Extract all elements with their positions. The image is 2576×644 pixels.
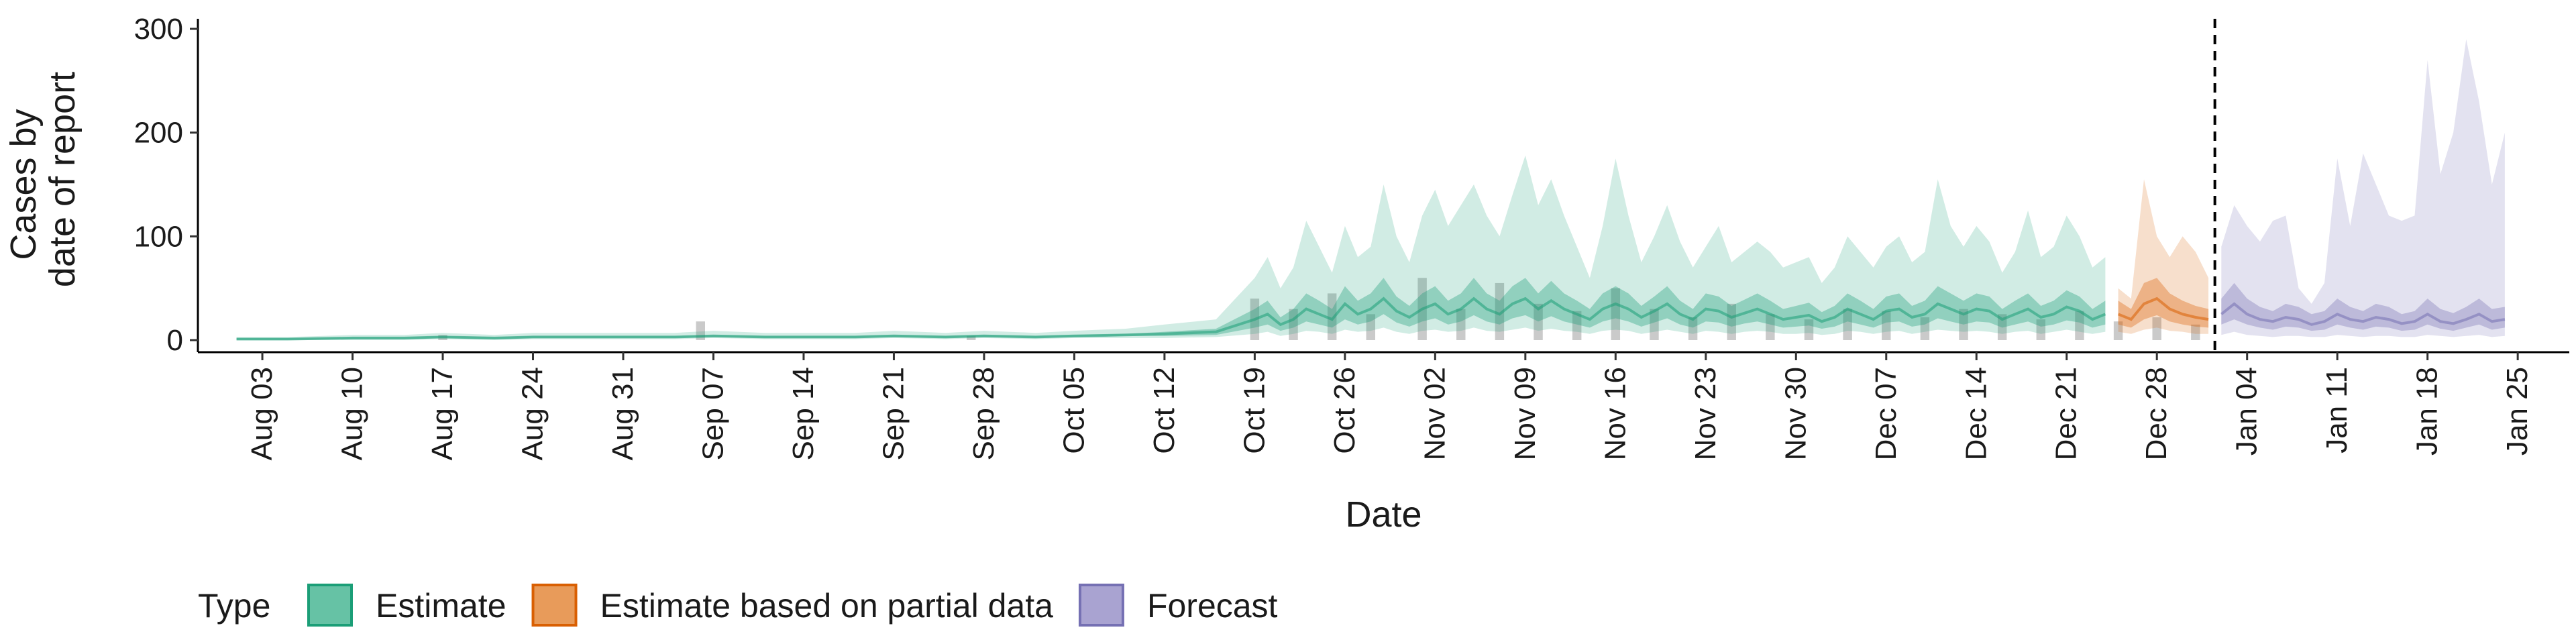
- x-tick-label: Dec 28: [2140, 367, 2173, 460]
- y-tick-label: 200: [134, 117, 183, 150]
- reported-cases-bar: [2113, 321, 2123, 340]
- reported-cases-bar: [966, 335, 976, 340]
- estimate-band-50: [236, 278, 2106, 340]
- reported-cases-bar: [1327, 293, 1337, 340]
- estimate-bands: [236, 39, 2506, 341]
- x-tick-label: Sep 07: [696, 367, 729, 460]
- estimate-based-on-partial-data-median-line: [2117, 297, 2209, 321]
- x-tick-label: Oct 19: [1238, 367, 1271, 454]
- y-tick-label: 100: [134, 220, 183, 253]
- reported-cases-bars: [438, 278, 2200, 340]
- legend-swatch: [1078, 584, 1124, 627]
- x-tick-label: Nov 09: [1509, 367, 1542, 460]
- reported-cases-bar: [1572, 311, 1582, 340]
- reported-cases-bar: [2075, 311, 2084, 340]
- reported-cases-bar: [1843, 309, 1852, 340]
- plot-area: [236, 19, 2506, 352]
- x-tick-label: Dec 14: [1960, 367, 1992, 460]
- x-tick-label: Nov 16: [1599, 367, 1631, 460]
- x-axis-title: Date: [1345, 494, 1421, 535]
- x-tick-label: Oct 12: [1148, 367, 1181, 454]
- y-axis: 0 100 200 300: [134, 13, 199, 357]
- legend-label: Forecast: [1147, 587, 1278, 625]
- legend-swatch: [531, 584, 578, 627]
- x-tick-label: Jan 04: [2231, 367, 2263, 455]
- reported-cases-bar: [1366, 314, 1376, 340]
- x-tick-label: Aug 17: [426, 367, 459, 460]
- reported-cases-bar: [2152, 317, 2161, 340]
- x-tick-label: Aug 24: [517, 367, 549, 460]
- reported-cases-bar: [2036, 319, 2046, 340]
- reported-cases-bar: [1959, 309, 1968, 340]
- reported-cases-bar: [1920, 317, 1930, 340]
- estimate-median-line: [236, 297, 2106, 341]
- x-tick-label: Sep 28: [967, 367, 1000, 460]
- legend-title: Type: [198, 587, 270, 625]
- x-tick-label: Nov 30: [1779, 367, 1812, 460]
- x-tick-label: Nov 02: [1418, 367, 1451, 460]
- legend: Type Estimate Estimate based on partial d…: [198, 584, 1278, 627]
- reported-cases-bar: [1997, 314, 2007, 340]
- x-tick-label: Dec 07: [1870, 367, 1902, 460]
- reported-cases-bar: [1650, 309, 1659, 340]
- x-tick-label: Aug 03: [246, 367, 278, 460]
- x-tick-label: Jan 25: [2501, 367, 2534, 455]
- estimate-band-90: [236, 155, 2106, 340]
- x-tick-label: Aug 10: [336, 367, 369, 460]
- y-axis-title-line-1: Cases by: [3, 109, 44, 260]
- forecast-band-90: [2221, 39, 2505, 337]
- reported-cases-bar: [1456, 309, 1466, 340]
- reported-cases-bar: [1727, 303, 1736, 340]
- x-tick-label: Dec 21: [2050, 367, 2083, 460]
- reported-cases-bar: [1495, 282, 1505, 340]
- reported-cases-bar: [2191, 324, 2200, 340]
- y-axis-title-line-2: date of report: [42, 72, 83, 287]
- reported-cases-bar: [1804, 319, 1814, 340]
- reported-cases-bar: [1766, 314, 1775, 340]
- x-tick-label: Jan 11: [2320, 367, 2353, 453]
- reported-cases-bar: [1882, 311, 1891, 340]
- x-axis: Aug 03 Aug 10 Aug 17 Aug 24 Aug 31 Sep 07 Sep …: [198, 351, 2569, 460]
- y-tick-label: 300: [134, 13, 183, 46]
- x-tick-label: Sep 21: [877, 367, 910, 460]
- x-tick-label: Sep 14: [787, 367, 820, 460]
- x-tick-label: Oct 26: [1328, 367, 1361, 454]
- reported-cases-bar: [1611, 288, 1621, 340]
- forecast-median-line: [2220, 302, 2506, 326]
- reported-cases-bar: [1534, 303, 1543, 340]
- reported-cases-bar: [1688, 317, 1698, 340]
- y-tick-label: 0: [167, 324, 183, 357]
- x-tick-label: Aug 31: [606, 367, 639, 460]
- legend-label: Estimate: [376, 587, 506, 625]
- x-tick-label: Nov 23: [1689, 367, 1722, 460]
- y-axis-title: Cases by date of report: [3, 72, 83, 287]
- x-tick-label: Jan 18: [2411, 367, 2444, 455]
- estimate-based-on-partial-data-band-90: [2118, 179, 2209, 334]
- legend-swatch: [307, 584, 353, 627]
- legend-label: Estimate based on partial data: [600, 587, 1054, 625]
- x-tick-label: Oct 05: [1057, 367, 1090, 454]
